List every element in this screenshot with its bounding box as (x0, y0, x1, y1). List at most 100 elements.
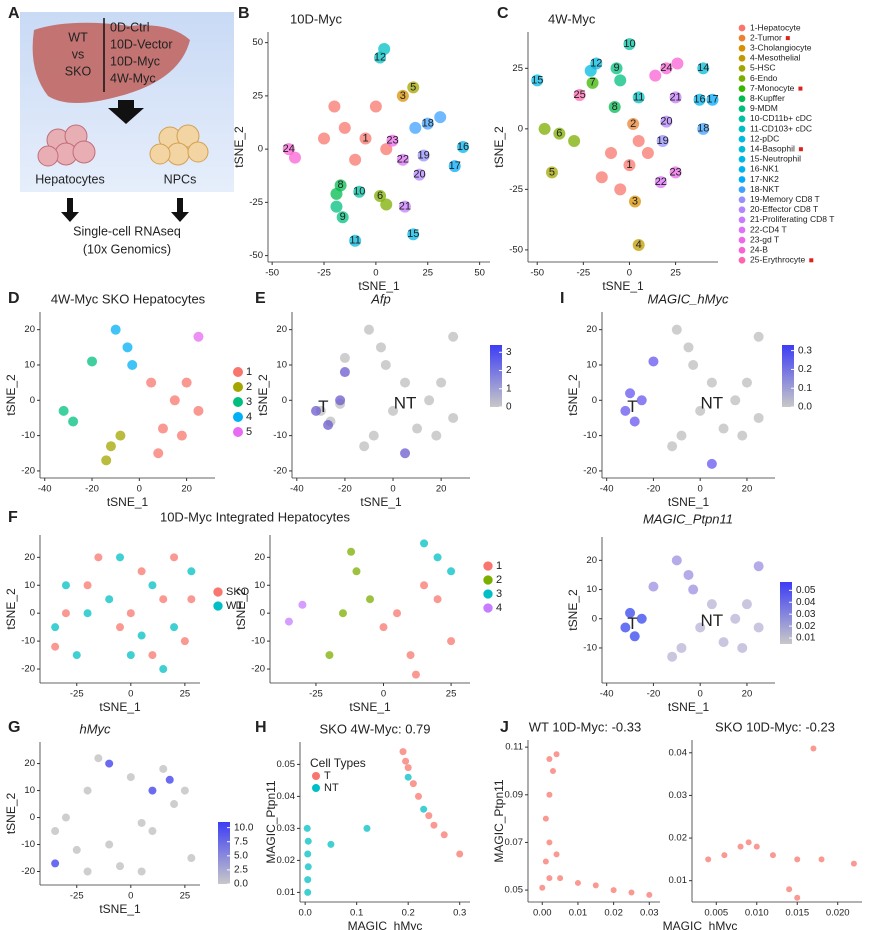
y-tick-label: -20 (21, 664, 35, 675)
point (457, 141, 470, 153)
y-tick-label: 0 (592, 395, 597, 406)
point (116, 623, 124, 632)
y-tick-label: -10 (21, 839, 35, 850)
point (546, 756, 553, 763)
point (61, 609, 70, 618)
y-tick-label: 20 (24, 758, 35, 769)
point (51, 827, 60, 836)
point (303, 824, 311, 832)
cluster-label: 24 (283, 143, 295, 155)
point (433, 595, 442, 604)
colorbar-label: 2 (506, 365, 512, 376)
x-tick-label: -20 (647, 689, 661, 700)
point (676, 642, 687, 653)
point (400, 448, 411, 459)
colorbar-label: 0.1 (798, 383, 812, 394)
point (380, 359, 391, 370)
legend-swatch (738, 155, 746, 163)
cluster-label: 6 (377, 190, 383, 202)
y-tick-label: 10 (24, 785, 35, 796)
point (542, 815, 549, 822)
y-tick-label: 0.07 (505, 837, 524, 848)
point (669, 91, 682, 104)
chart-title: hMyc (79, 721, 111, 736)
point (632, 134, 645, 147)
cell-type: Hepatocytes (35, 172, 104, 186)
x-tick-label: -40 (38, 484, 52, 495)
point (187, 595, 196, 604)
point (116, 553, 124, 562)
cluster-label: 15 (407, 228, 419, 240)
y-tick-label: -10 (21, 636, 35, 647)
point (546, 791, 553, 798)
point (318, 132, 331, 145)
point (608, 101, 621, 114)
cluster-label: 16 (457, 141, 469, 153)
x-axis-label: tSNE_1 (602, 279, 644, 293)
point (610, 887, 617, 894)
legend-label: 8-Kupffer (750, 93, 785, 103)
condition: 10D-Vector (110, 37, 173, 51)
legend-swatch (738, 75, 746, 82)
point (159, 764, 168, 773)
cluster-label: 3 (632, 195, 638, 207)
point (339, 352, 350, 363)
legend-swatch (738, 24, 746, 32)
point (298, 600, 307, 609)
point (688, 584, 699, 595)
cluster-label: 20 (413, 169, 425, 181)
x-tick-label: -20 (85, 484, 99, 495)
point (323, 420, 334, 431)
y-tick-label: 0.04 (277, 791, 296, 802)
point (420, 539, 429, 548)
point (412, 423, 423, 434)
point (420, 805, 428, 813)
y-tick-label: -20 (21, 465, 35, 476)
point (660, 115, 673, 128)
point (753, 622, 764, 633)
x-tick-label: -50 (530, 268, 544, 279)
cluster-label: 21 (399, 201, 411, 213)
point (127, 359, 138, 370)
point (794, 856, 801, 863)
y-tick-label: 0.02 (669, 833, 688, 844)
legend-label: T (324, 770, 331, 782)
genotype: WT (68, 30, 88, 44)
point (538, 122, 551, 135)
point (363, 824, 371, 832)
point (148, 651, 157, 660)
point (366, 595, 374, 604)
x-tick-label: -25 (70, 689, 84, 700)
point (165, 775, 174, 784)
point (396, 153, 409, 166)
point (61, 813, 70, 822)
x-tick-label: 0.00 (533, 908, 552, 919)
legend-swatch (738, 216, 746, 224)
point (420, 581, 429, 590)
point (94, 754, 103, 763)
panel-label: A (8, 5, 20, 22)
point (169, 395, 180, 406)
point (349, 234, 362, 247)
point (396, 89, 409, 102)
cluster-label: 21 (669, 91, 681, 103)
legend-label: SKO (226, 586, 250, 598)
y-tick-label: 25 (512, 63, 523, 74)
x-tick-label: 25 (446, 689, 457, 700)
point (553, 751, 560, 758)
chart-title: MAGIC_hMyc (648, 291, 729, 306)
point (557, 875, 564, 882)
point (105, 595, 114, 604)
point (421, 117, 434, 130)
y-tick-label: 0.01 (277, 887, 296, 898)
point (683, 342, 694, 353)
point (667, 441, 678, 452)
point (628, 889, 635, 896)
legend-label: 9-MDM (750, 103, 778, 113)
point (126, 609, 135, 618)
point (137, 567, 146, 576)
x-tick-label: 0.01 (569, 908, 588, 919)
genotype: vs (72, 47, 85, 61)
point (546, 839, 553, 846)
